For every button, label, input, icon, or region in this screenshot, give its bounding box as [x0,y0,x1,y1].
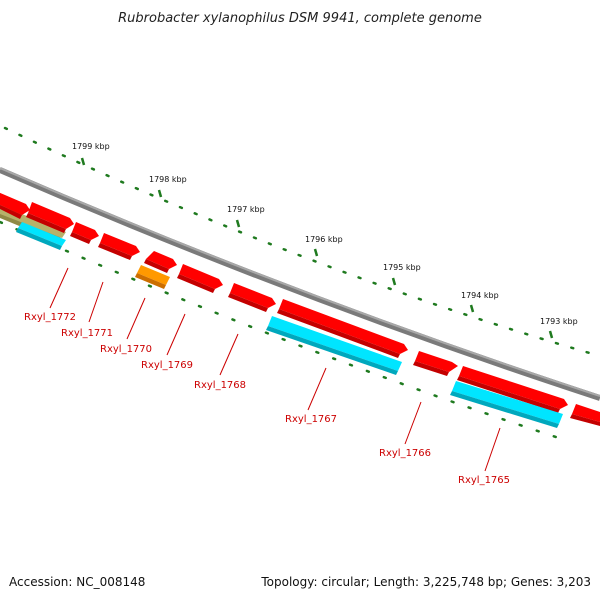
kbp-label: 1795 kbp [383,263,421,272]
gene-label-group: Rxyl_1771 [61,281,113,339]
gene-label: Rxyl_1766 [379,448,431,459]
genome-summary-text: Topology: circular; Length: 3,225,748 bp… [260,575,591,589]
gene-arrow [457,366,568,413]
gene-arrow [98,233,140,260]
map-title: Rubrobacter xylanophilus DSM 9941, compl… [118,11,482,26]
ruler-ticks [80,157,554,339]
gene-label-group: Rxyl_1767 [285,367,337,425]
kbp-label: 1798 kbp [149,175,187,184]
gene-arrow [70,222,99,244]
kbp-label: 1796 kbp [305,235,343,244]
gene-arrow-cyan [266,316,402,375]
gene-arrow [228,283,276,312]
gene-arrow [144,251,177,273]
gene-label-group: Rxyl_1766 [379,401,431,459]
ruler-labels: 1799 kbp 1798 kbp 1797 kbp 1796 kbp 1795… [72,142,578,326]
gene-label: Rxyl_1771 [61,328,113,339]
gene-labels: Rxyl_1772 Rxyl_1771 Rxyl_1770 Rxyl_1769 … [24,267,510,486]
kbp-tick [313,248,319,257]
gene-arrow-orange [135,265,170,289]
kbp-label: 1794 kbp [461,291,499,300]
gene-arrow-cyan [16,222,66,250]
genome-backbone [0,167,600,401]
gene-label-group: Rxyl_1765 [458,427,510,486]
reverse-strand-genes [16,222,563,428]
gene-label-group: Rxyl_1768 [194,333,246,391]
gene-label: Rxyl_1772 [24,312,76,323]
gene-arrow [413,351,458,376]
forward-strand-genes [0,192,600,426]
gene-label: Rxyl_1770 [100,344,152,355]
gene-arrow [0,192,30,219]
gene-label: Rxyl_1767 [285,414,337,425]
gene-label-group: Rxyl_1770 [100,297,152,355]
accession-text: Accession: NC_008148 [9,575,145,589]
kbp-ruler: 1799 kbp 1798 kbp 1797 kbp 1796 kbp 1795… [3,126,600,358]
gene-arrow [277,299,408,358]
inner-track-dots [0,220,567,442]
kbp-tick [235,219,241,228]
ruler-dots [3,126,600,358]
gene-arrow [177,264,223,293]
kbp-tick [469,304,475,313]
kbp-tick [157,189,163,198]
kbp-label: 1793 kbp [540,317,578,326]
kbp-label: 1797 kbp [227,205,265,214]
kbp-tick [80,157,86,166]
kbp-tick [548,330,554,339]
gene-label: Rxyl_1765 [458,475,510,486]
gene-label-group: Rxyl_1769 [141,313,193,371]
gene-label: Rxyl_1769 [141,360,193,371]
gene-label: Rxyl_1768 [194,380,246,391]
gene-arrow [26,202,74,233]
gene-arrow-cyan [450,381,563,428]
kbp-label: 1799 kbp [72,142,110,151]
kbp-tick [391,277,397,286]
gene-arrow [570,404,600,426]
gene-label-group: Rxyl_1772 [24,267,76,323]
